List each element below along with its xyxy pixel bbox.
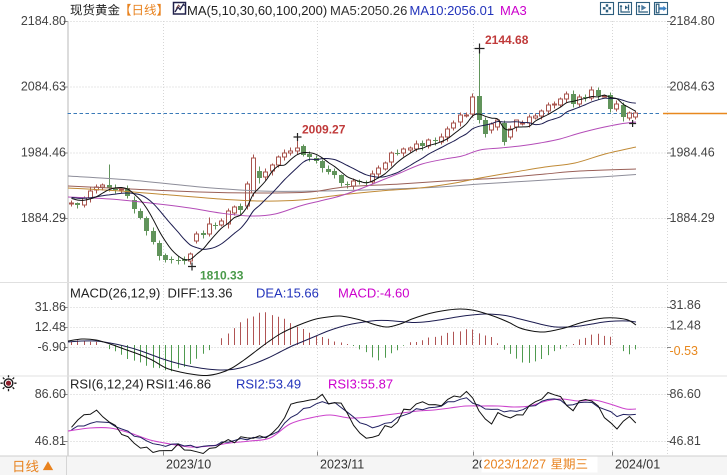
- svg-text:MA10:2056.01: MA10:2056.01: [410, 3, 495, 18]
- svg-text:RSI2:53.49: RSI2:53.49: [236, 377, 301, 392]
- svg-text:-6.90: -6.90: [38, 340, 67, 354]
- svg-text:86.60: 86.60: [670, 387, 701, 401]
- svg-text:2084.63: 2084.63: [670, 80, 715, 94]
- svg-text:86.60: 86.60: [35, 387, 66, 401]
- svg-text:1810.33: 1810.33: [200, 269, 244, 283]
- svg-text:MA5:2050.26: MA5:2050.26: [330, 3, 407, 18]
- svg-text:46.81: 46.81: [670, 434, 701, 448]
- svg-text:1884.29: 1884.29: [21, 211, 66, 225]
- svg-text:12.48: 12.48: [35, 320, 66, 334]
- svg-text:MA3: MA3: [500, 3, 527, 18]
- svg-text:MACD(26,12,9): MACD(26,12,9): [70, 285, 160, 300]
- svg-text:31.86: 31.86: [670, 298, 701, 312]
- svg-text:2184.80: 2184.80: [21, 14, 66, 28]
- svg-text:MACD:-4.60: MACD:-4.60: [338, 285, 410, 300]
- svg-text:DEA:15.66: DEA:15.66: [256, 285, 319, 300]
- svg-text:2009.27: 2009.27: [302, 123, 346, 137]
- svg-text:RSI(6,12,24): RSI(6,12,24): [70, 377, 144, 392]
- svg-text:1984.46: 1984.46: [670, 146, 715, 160]
- svg-text:MA(5,10,30,60,100,200): MA(5,10,30,60,100,200): [187, 3, 327, 18]
- svg-text:1984.46: 1984.46: [21, 146, 66, 160]
- svg-text:1884.29: 1884.29: [670, 211, 715, 225]
- svg-text:2023/12/27: 2023/12/27: [484, 458, 547, 472]
- svg-text:RSI3:55.87: RSI3:55.87: [328, 377, 393, 392]
- svg-text:46.81: 46.81: [35, 434, 66, 448]
- svg-text:2144.68: 2144.68: [485, 33, 529, 47]
- svg-text:2084.63: 2084.63: [21, 80, 66, 94]
- svg-text:2184.80: 2184.80: [670, 14, 715, 28]
- svg-text:2023/11: 2023/11: [320, 458, 364, 472]
- svg-text:31.86: 31.86: [35, 300, 66, 314]
- svg-text:2024/01: 2024/01: [615, 458, 660, 472]
- svg-text:2023/10: 2023/10: [166, 458, 211, 472]
- svg-text:12.48: 12.48: [670, 319, 701, 333]
- svg-text:DIFF:13.36: DIFF:13.36: [168, 285, 233, 300]
- svg-text:-0.53: -0.53: [670, 344, 699, 358]
- svg-text:RSI1:46.86: RSI1:46.86: [146, 377, 211, 392]
